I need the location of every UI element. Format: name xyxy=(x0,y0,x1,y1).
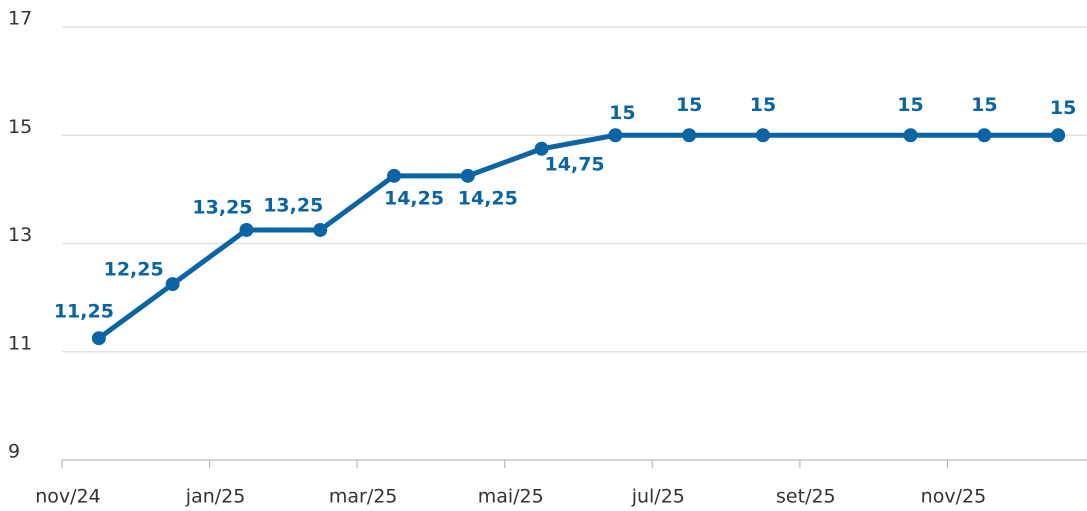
y-tick-label: 9 xyxy=(8,441,20,463)
value-label: 15 xyxy=(609,102,635,124)
point xyxy=(534,141,549,156)
value-label: 13,25 xyxy=(263,194,323,216)
x-tick-label: nov/25 xyxy=(921,486,987,508)
value-label: 11,25 xyxy=(54,301,114,323)
point xyxy=(387,168,402,183)
x-tick-label: set/25 xyxy=(776,486,836,508)
value-label: 14,25 xyxy=(384,187,444,209)
y-tick-label: 11 xyxy=(8,332,32,354)
x-tick-label: mar/25 xyxy=(329,486,398,508)
point xyxy=(977,128,992,143)
point xyxy=(1051,128,1066,143)
point xyxy=(165,277,180,292)
point xyxy=(755,128,770,143)
point xyxy=(682,128,697,143)
y-tick-label: 17 xyxy=(8,8,32,30)
x-tick-label: nov/24 xyxy=(35,486,101,508)
value-label: 15 xyxy=(897,94,923,116)
x-tick-label: mai/25 xyxy=(478,486,544,508)
value-label: 15 xyxy=(971,94,997,116)
x-tick-label: jul/25 xyxy=(631,486,685,508)
value-label: 12,25 xyxy=(104,259,164,281)
x-tick-label: jan/25 xyxy=(185,486,246,508)
y-tick-label: 15 xyxy=(8,116,32,138)
point xyxy=(91,331,106,346)
point xyxy=(903,128,918,143)
value-label: 13,25 xyxy=(192,196,252,218)
value-label: 15 xyxy=(676,94,702,116)
point xyxy=(608,128,623,143)
point xyxy=(460,168,475,183)
y-tick-label: 13 xyxy=(8,224,32,246)
point xyxy=(313,222,328,237)
value-label: 15 xyxy=(750,94,776,116)
point xyxy=(239,222,254,237)
value-label: 15 xyxy=(1050,97,1076,119)
value-label: 14,75 xyxy=(545,153,605,175)
value-label: 14,25 xyxy=(458,187,518,209)
